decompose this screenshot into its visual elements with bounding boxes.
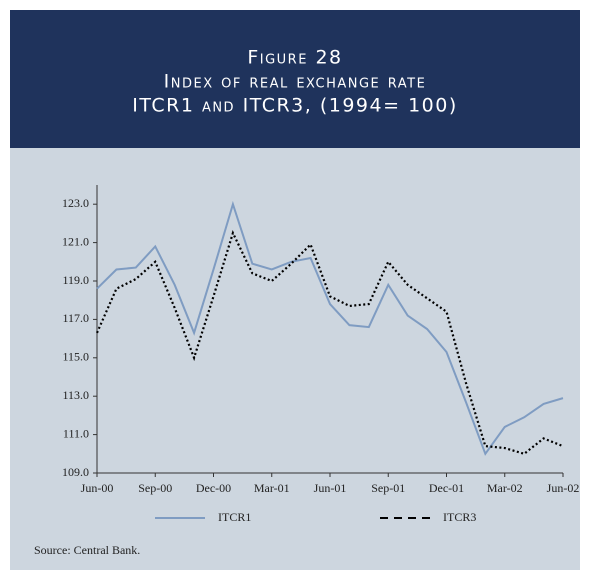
series-line — [95, 229, 564, 456]
x-tick-label: Jun-00 — [81, 481, 114, 495]
x-tick-label: Sep-01 — [371, 481, 405, 495]
series-line — [96, 200, 564, 456]
y-tick-label: 109.0 — [62, 465, 89, 479]
chart-title: ITCR1 and ITCR3, (1994= 100) — [132, 95, 458, 117]
chart-panel — [10, 148, 580, 570]
y-tick-label: 119.0 — [62, 273, 89, 287]
x-tick-label: Jun-01 — [314, 481, 347, 495]
chart-title: Index of real exchange rate — [164, 71, 427, 93]
y-tick-label: 115.0 — [62, 350, 89, 364]
x-tick-label: Mar-01 — [254, 481, 290, 495]
x-tick-label: Jun-02 — [547, 481, 580, 495]
x-tick-label: Dec-00 — [196, 481, 231, 495]
y-tick-label: 113.0 — [62, 388, 89, 402]
header-band — [10, 10, 580, 148]
y-tick-label: 121.0 — [62, 234, 89, 248]
x-tick-label: Sep-00 — [138, 481, 172, 495]
source-note: Source: Central Bank. — [34, 543, 140, 557]
y-tick-label: 111.0 — [63, 426, 89, 440]
x-tick-label: Dec-01 — [429, 481, 464, 495]
y-tick-label: 117.0 — [62, 311, 89, 325]
legend-label: ITCR3 — [443, 510, 476, 524]
x-tick-label: Mar-02 — [487, 481, 523, 495]
legend-label: ITCR1 — [218, 510, 251, 524]
chart-title: Figure 28 — [247, 47, 342, 69]
y-tick-label: 123.0 — [62, 196, 89, 210]
